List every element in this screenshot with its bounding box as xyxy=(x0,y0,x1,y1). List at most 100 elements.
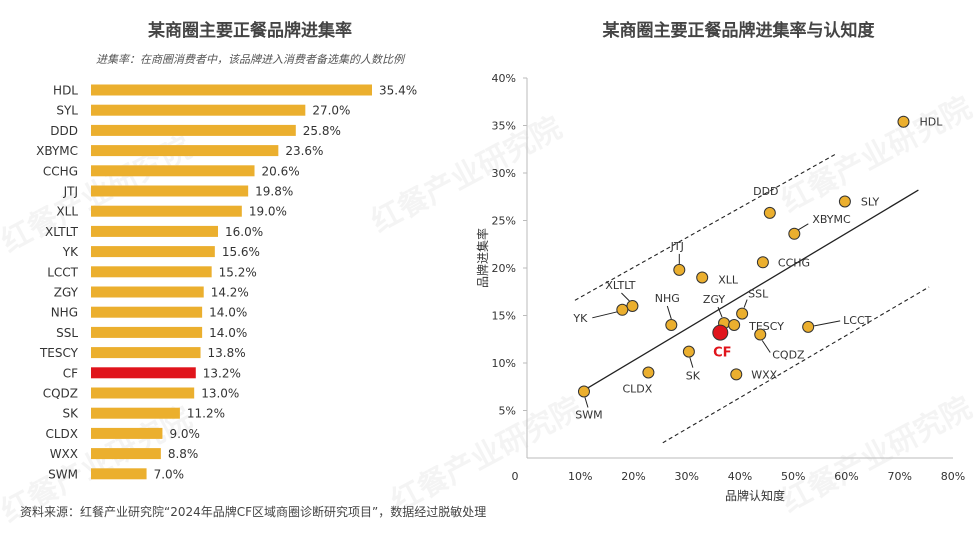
bar xyxy=(91,306,203,318)
bar xyxy=(91,165,255,177)
scatter-point xyxy=(897,115,910,128)
bar-category-label: CF xyxy=(63,366,78,380)
scatter-point xyxy=(665,319,678,331)
bar-value-label: 13.8% xyxy=(208,346,246,360)
bar xyxy=(91,468,147,480)
lower-band-line xyxy=(662,286,930,444)
bar-value-label: 7.0% xyxy=(154,467,185,481)
bar-category-label: LCCT xyxy=(47,265,78,279)
scatter-point xyxy=(682,345,695,358)
bar-category-label: XLL xyxy=(56,205,78,219)
bar-chart-subtitle: 进集率：在商圈消费者中，该品牌进入消费者备选集的人数比例 xyxy=(96,53,404,66)
point-label: ZGY xyxy=(703,293,726,306)
point-label: TESCY xyxy=(748,320,784,333)
bar-value-label: 8.8% xyxy=(168,447,199,461)
scatter-point xyxy=(626,300,639,312)
scatter-point xyxy=(712,324,729,341)
upper-band-line xyxy=(574,153,837,301)
bar-value-label: 13.0% xyxy=(201,387,239,401)
scatter-point xyxy=(616,303,629,316)
bar-value-label: 15.2% xyxy=(219,265,257,279)
x-axis-title: 品牌认知度 xyxy=(725,488,785,503)
bar-category-label: JTJ xyxy=(63,185,78,199)
point-label: JTJ xyxy=(670,240,684,253)
source-note: 资料来源：红餐产业研究院“2024年品牌CF区域商圈诊断研究项目”，数据经过脱敏… xyxy=(20,505,487,519)
scatter-point xyxy=(673,263,686,276)
bar-category-label: NHG xyxy=(51,306,78,320)
bar-value-label: 19.8% xyxy=(255,185,293,199)
bar-value-label: 27.0% xyxy=(312,104,350,118)
x-tick-label: 10% xyxy=(568,470,592,483)
scatter-point xyxy=(728,319,741,331)
point-leader-line xyxy=(666,305,672,320)
point-label: XLL xyxy=(718,274,739,287)
scatter-point xyxy=(730,368,743,381)
bar-value-label: 14.0% xyxy=(209,326,247,340)
bar-category-label: WXX xyxy=(50,447,78,461)
trend-line xyxy=(587,189,919,389)
point-label: SLY xyxy=(861,196,880,209)
scatter-point xyxy=(756,256,769,269)
bar-category-label: YK xyxy=(62,245,79,259)
y-tick-label: 20% xyxy=(492,262,516,275)
bar xyxy=(91,326,203,338)
y-axis-title: 品牌进集率 xyxy=(475,228,490,288)
point-label: SK xyxy=(686,370,701,383)
bar xyxy=(91,145,279,157)
point-label: HDL xyxy=(919,116,943,129)
point-leader-line xyxy=(761,340,771,353)
bar xyxy=(91,246,215,258)
bar xyxy=(91,266,212,278)
scatter-point xyxy=(763,206,776,219)
bar xyxy=(91,448,161,460)
y-tick-label: 15% xyxy=(492,310,516,323)
y-tick-label: 40% xyxy=(492,72,516,85)
bar-value-label: 19.0% xyxy=(249,205,287,219)
point-label: WXX xyxy=(751,368,777,381)
scatter-point xyxy=(838,195,851,208)
bar-chart-title: 某商圈主要正餐品牌进集率 xyxy=(148,21,352,41)
x-tick-label: 30% xyxy=(675,470,699,483)
bar xyxy=(91,347,201,359)
bar-value-label: 14.2% xyxy=(211,286,249,300)
bar xyxy=(91,124,296,136)
scatter-point xyxy=(754,328,767,341)
bar-category-label: CLDX xyxy=(45,427,78,441)
x-tick-label: 70% xyxy=(888,470,912,483)
point-label: XBYMC xyxy=(812,213,851,226)
scatter-point xyxy=(736,307,749,320)
y-tick-label: 25% xyxy=(492,215,516,228)
scatter-chart-title: 某商圈主要正餐品牌进集率与认知度 xyxy=(602,21,875,41)
point-leader-line xyxy=(689,357,694,368)
point-label: YK xyxy=(572,312,588,325)
bar-value-label: 35.4% xyxy=(379,84,417,98)
point-leader-line xyxy=(592,311,618,319)
y-tick-label: 30% xyxy=(492,167,516,180)
bar-category-label: HDL xyxy=(53,84,78,98)
bar-category-label: CCHG xyxy=(43,164,78,178)
point-leader-line xyxy=(584,397,589,408)
bar xyxy=(91,407,180,419)
bar-value-label: 16.0% xyxy=(225,225,263,239)
bar-value-label: 14.0% xyxy=(209,306,247,320)
x-tick-label: 60% xyxy=(834,470,858,483)
point-label: CF xyxy=(713,346,731,361)
bar xyxy=(91,84,372,96)
point-leader-line xyxy=(717,306,723,318)
point-label: XLTLT xyxy=(605,279,635,292)
bar-category-label: ZGY xyxy=(54,286,79,300)
bar-category-label: TESCY xyxy=(39,346,79,360)
bar xyxy=(91,427,163,439)
y-tick-label: 5% xyxy=(499,405,516,418)
point-leader-line xyxy=(814,320,841,327)
point-label: CCHG xyxy=(778,256,810,269)
bar xyxy=(91,205,242,217)
y-tick-label: 35% xyxy=(492,120,516,133)
bar-category-label: SK xyxy=(63,407,80,421)
x-tick-label: 20% xyxy=(621,470,645,483)
bar xyxy=(91,225,219,237)
point-label: CQDZ xyxy=(772,349,805,362)
bar-category-label: SWM xyxy=(48,467,78,481)
point-label: SSL xyxy=(748,288,769,301)
